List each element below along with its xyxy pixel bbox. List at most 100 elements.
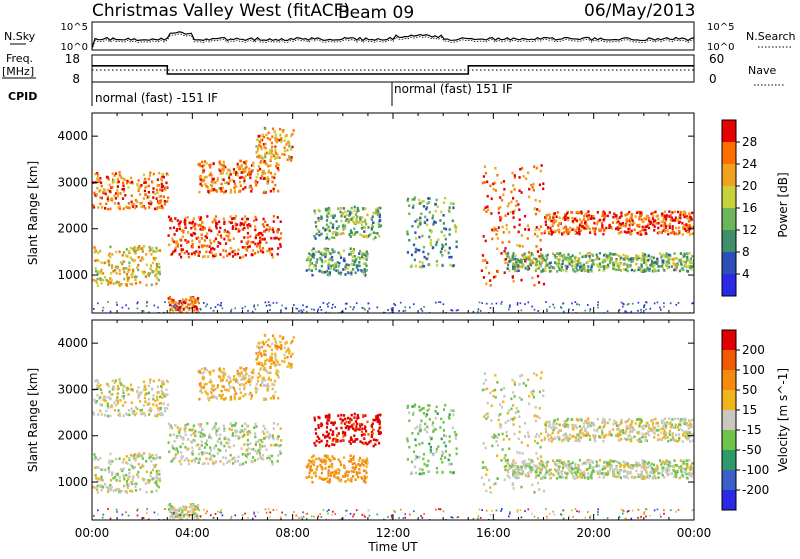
power-point — [485, 206, 487, 209]
velocity-point — [559, 424, 561, 427]
power-point — [223, 256, 225, 259]
power-point — [320, 218, 322, 221]
power-point — [259, 247, 261, 250]
power-point — [527, 172, 529, 175]
power-point — [337, 269, 339, 272]
power-point — [352, 256, 354, 259]
power-point — [565, 270, 567, 273]
power-point — [634, 257, 636, 260]
power-point — [93, 246, 95, 249]
velocity-point — [415, 444, 417, 447]
velocity-point — [326, 426, 328, 429]
power-point — [212, 254, 214, 257]
power-point — [256, 151, 258, 154]
power-point — [311, 274, 313, 277]
power-point — [206, 304, 208, 306]
power-point — [135, 250, 137, 253]
velocity-point — [540, 377, 542, 380]
velocity-point — [269, 433, 271, 436]
power-point — [156, 270, 158, 273]
power-point — [642, 221, 644, 224]
power-point — [119, 208, 121, 211]
power-point — [111, 197, 113, 200]
velocity-point — [361, 477, 363, 480]
power-point — [523, 256, 525, 259]
power-point — [207, 190, 209, 193]
power-point — [313, 265, 315, 268]
velocity-point — [237, 435, 239, 438]
power-point — [561, 307, 563, 309]
velocity-point — [361, 431, 363, 434]
velocity-point — [535, 452, 537, 455]
velocity-point — [266, 457, 268, 460]
power-point — [629, 217, 631, 220]
power-point — [333, 237, 335, 240]
power-point — [619, 226, 621, 229]
velocity-point — [330, 429, 332, 432]
power-point — [210, 174, 212, 177]
velocity-point — [245, 367, 247, 370]
power-point — [203, 302, 205, 304]
power-point — [330, 258, 332, 261]
velocity-point — [636, 439, 638, 442]
power-point — [654, 303, 656, 305]
velocity-point — [268, 455, 270, 458]
power-point — [527, 224, 529, 227]
power-point — [180, 251, 182, 254]
power-point — [532, 183, 534, 186]
velocity-point — [191, 429, 193, 432]
power-point — [552, 225, 554, 228]
velocity-point — [670, 439, 672, 442]
power-point — [372, 215, 374, 218]
power-point — [343, 249, 345, 252]
power-point — [591, 217, 593, 220]
velocity-point — [274, 380, 276, 383]
power-point — [156, 184, 158, 187]
velocity-point — [234, 390, 236, 393]
velocity-point — [519, 431, 521, 434]
velocity-point — [193, 432, 195, 435]
power-point — [541, 270, 543, 273]
power-point — [598, 228, 600, 231]
velocity-point — [160, 407, 162, 410]
power-point — [201, 237, 203, 240]
power-point — [363, 263, 365, 266]
power-point — [96, 187, 98, 190]
power-point — [181, 248, 183, 251]
velocity-point — [363, 470, 365, 473]
velocity-point — [128, 469, 130, 472]
velocity-point — [220, 379, 222, 382]
power-point — [216, 223, 218, 226]
power-point — [572, 254, 574, 257]
power-point — [441, 247, 443, 250]
power-point — [315, 225, 317, 228]
power-point — [567, 253, 569, 256]
power-point — [209, 166, 211, 169]
power-point — [252, 311, 254, 313]
power-point — [504, 271, 506, 274]
velocity-point — [326, 477, 328, 480]
velocity-point — [341, 420, 343, 423]
power-point — [266, 228, 268, 231]
power-point — [272, 229, 274, 232]
power-point — [231, 309, 233, 311]
velocity-point — [540, 432, 542, 435]
power-point — [168, 234, 170, 237]
power-point — [366, 236, 368, 239]
power-point — [179, 253, 181, 256]
velocity-point — [319, 464, 321, 467]
velocity-point — [439, 426, 441, 429]
power-point — [244, 221, 246, 224]
power-point — [282, 130, 284, 133]
velocity-point — [260, 367, 262, 370]
velocity-point — [449, 413, 451, 416]
velocity-point — [523, 382, 525, 385]
power-point — [375, 232, 377, 235]
velocity-point — [512, 391, 514, 394]
velocity-point — [364, 427, 366, 430]
velocity-point — [106, 486, 108, 489]
power-point — [403, 310, 405, 312]
velocity-point — [152, 457, 154, 460]
velocity-point — [437, 445, 439, 448]
velocity-point — [230, 380, 232, 383]
